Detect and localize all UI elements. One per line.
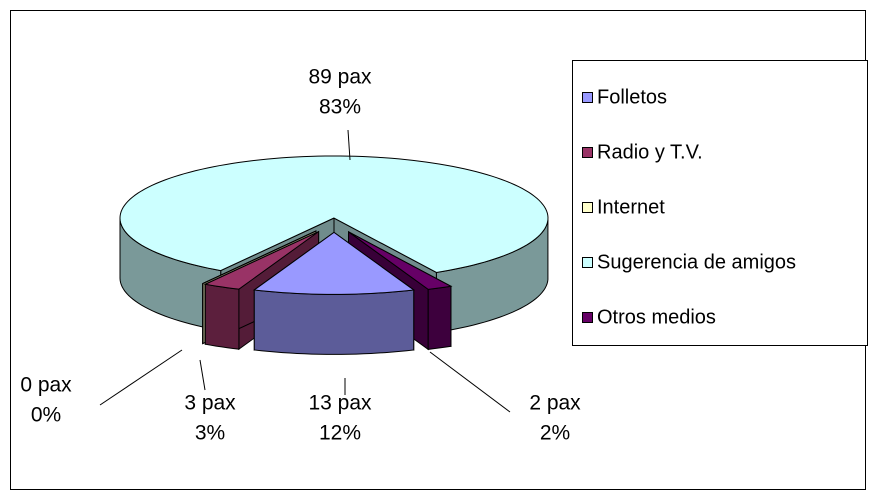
data-label: 2 pax bbox=[529, 392, 581, 415]
data-label: 13 pax bbox=[308, 392, 372, 415]
slice bbox=[348, 231, 453, 290]
percent-label: 12% bbox=[319, 422, 361, 445]
legend-swatch bbox=[582, 202, 593, 213]
legend-box bbox=[572, 60, 868, 346]
legend-swatch bbox=[582, 92, 593, 103]
slice bbox=[119, 155, 549, 273]
slice-wall bbox=[204, 283, 240, 350]
legend-swatch bbox=[582, 147, 593, 158]
data-label: 3 pax bbox=[184, 392, 236, 415]
leader-line bbox=[429, 351, 511, 413]
leader-line bbox=[99, 349, 183, 406]
slice-wall bbox=[427, 285, 452, 350]
data-label: 0 pax bbox=[20, 374, 72, 397]
pie bbox=[119, 155, 549, 355]
legend-label: Otros medios bbox=[597, 306, 716, 328]
legend-label: Radio y T.V. bbox=[597, 141, 703, 163]
percent-label: 2% bbox=[540, 422, 570, 445]
legend-label: Internet bbox=[597, 196, 665, 218]
legend-swatch bbox=[582, 257, 593, 268]
legend: Folletos Radio y T.V. Internet Sugerencia d… bbox=[582, 86, 796, 328]
data-label: 89 pax bbox=[308, 66, 372, 89]
legend-label: Folletos bbox=[597, 86, 667, 108]
legend-swatch bbox=[582, 312, 593, 323]
percent-label: 83% bbox=[319, 96, 361, 119]
percent-label: 3% bbox=[195, 422, 225, 445]
slice bbox=[203, 231, 319, 290]
percent-label: 0% bbox=[31, 404, 61, 427]
legend-label: Sugerencia de amigos bbox=[597, 251, 796, 273]
slice bbox=[252, 231, 416, 295]
labels: 13 pax 12% 3 pax 3% 0 pax 0% 89 pax 83% 2 pax 2% bbox=[20, 66, 581, 445]
leader-line bbox=[199, 359, 206, 391]
leader-line bbox=[347, 129, 351, 161]
slice-wall bbox=[253, 289, 415, 355]
